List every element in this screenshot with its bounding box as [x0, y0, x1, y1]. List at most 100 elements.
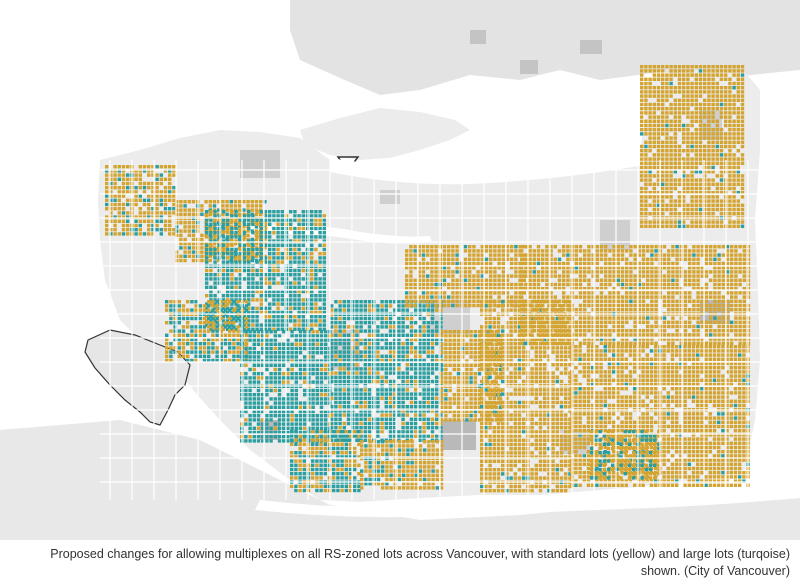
large-lot	[147, 198, 151, 202]
standard-lot	[246, 200, 250, 204]
standard-lot	[172, 232, 176, 236]
standard-lot	[430, 434, 435, 438]
standard-lot	[360, 473, 364, 477]
large-lot	[213, 260, 217, 264]
large-lot	[310, 302, 314, 306]
standard-lot	[509, 459, 513, 463]
large-lot	[402, 473, 406, 477]
large-lot	[397, 430, 401, 434]
standard-lot	[564, 413, 568, 417]
large-lot	[401, 321, 405, 325]
standard-lot	[568, 430, 572, 434]
large-lot	[265, 388, 269, 393]
large-lot	[290, 463, 294, 467]
standard-lot	[520, 245, 524, 249]
large-lot	[319, 422, 324, 426]
large-lot	[426, 392, 430, 396]
large-lot	[388, 321, 393, 325]
standard-lot	[447, 303, 451, 308]
large-lot	[346, 304, 351, 308]
standard-lot	[484, 472, 488, 476]
large-lot	[393, 308, 397, 312]
standard-lot	[413, 261, 417, 266]
standard-lot	[344, 430, 348, 434]
standard-lot	[351, 325, 355, 329]
standard-lot	[501, 257, 505, 261]
large-lot	[376, 316, 380, 321]
large-lot	[406, 461, 410, 465]
standard-lot	[543, 463, 547, 468]
large-lot	[301, 214, 305, 218]
large-lot	[380, 409, 384, 413]
large-lot	[290, 355, 294, 359]
standard-lot	[294, 476, 298, 480]
large-lot	[318, 268, 322, 273]
standard-lot	[452, 338, 456, 342]
standard-lot	[477, 351, 482, 355]
standard-lot	[469, 330, 473, 334]
standard-lot	[517, 438, 522, 442]
large-lot	[211, 342, 215, 346]
large-lot	[255, 319, 259, 323]
large-lot	[301, 289, 305, 294]
large-lot	[269, 342, 273, 346]
large-lot	[310, 289, 314, 294]
standard-lot	[496, 442, 501, 447]
large-lot	[376, 329, 380, 333]
large-lot	[298, 476, 302, 480]
large-lot	[259, 247, 263, 252]
standard-lot	[555, 417, 559, 421]
large-lot	[388, 379, 393, 384]
standard-lot	[348, 434, 353, 438]
standard-lot	[509, 337, 513, 342]
large-lot	[230, 319, 234, 323]
large-lot	[230, 306, 234, 310]
large-lot	[319, 426, 324, 430]
large-lot	[259, 243, 263, 247]
large-lot	[406, 448, 410, 452]
large-lot	[294, 338, 298, 342]
large-lot	[263, 273, 268, 277]
large-lot	[238, 310, 242, 315]
standard-lot	[583, 249, 587, 253]
standard-lot	[510, 303, 514, 308]
standard-lot	[233, 204, 238, 208]
standard-lot	[654, 245, 658, 249]
standard-lot	[509, 426, 513, 430]
standard-lot	[472, 249, 476, 253]
standard-lot	[528, 249, 532, 253]
standard-lot	[522, 417, 526, 421]
standard-lot	[568, 396, 572, 400]
standard-lot	[494, 376, 498, 380]
standard-lot	[303, 372, 307, 376]
standard-lot	[488, 388, 492, 392]
standard-lot	[564, 329, 568, 333]
standard-lot	[700, 245, 704, 249]
standard-lot	[427, 448, 431, 452]
standard-lot	[538, 417, 543, 421]
large-lot	[367, 421, 372, 426]
standard-lot	[461, 351, 465, 355]
standard-lot	[517, 354, 522, 358]
standard-lot	[547, 476, 551, 480]
large-lot	[435, 375, 439, 379]
large-lot	[198, 354, 202, 358]
standard-lot	[297, 226, 301, 231]
large-lot	[205, 285, 209, 289]
standard-lot	[480, 379, 484, 384]
standard-lot	[219, 325, 223, 329]
large-lot	[307, 359, 311, 363]
standard-lot	[484, 245, 489, 249]
large-lot	[105, 169, 109, 173]
standard-lot	[323, 488, 327, 493]
standard-lot	[355, 329, 359, 333]
standard-lot	[696, 249, 700, 253]
large-lot	[277, 397, 282, 401]
large-lot	[248, 422, 252, 426]
standard-lot	[348, 488, 353, 493]
standard-lot	[402, 440, 406, 444]
large-lot	[242, 214, 247, 218]
standard-lot	[513, 409, 517, 413]
standard-lot	[417, 274, 421, 278]
standard-lot	[496, 342, 501, 346]
